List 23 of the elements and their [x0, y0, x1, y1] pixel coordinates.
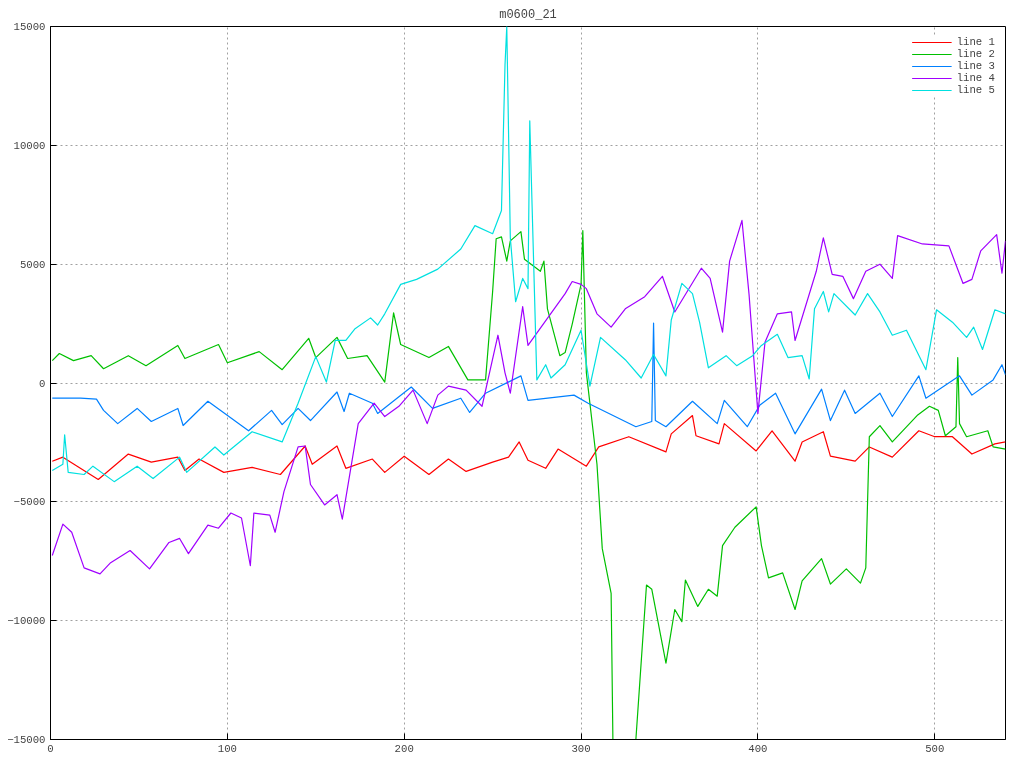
line-series — [51, 322, 1006, 435]
y-tick-label: 15000 — [13, 21, 46, 33]
line-series — [51, 26, 1006, 483]
y-tick-label: −15000 — [7, 734, 46, 746]
y-tick-label: 0 — [39, 377, 46, 390]
legend-label: line 5 — [956, 84, 995, 96]
y-tick-label: 5000 — [19, 258, 46, 271]
legend-label: line 1 — [956, 36, 995, 48]
legend-label: line 3 — [956, 60, 995, 72]
x-tick-label: 100 — [217, 742, 237, 755]
x-tick-label: 400 — [748, 742, 768, 755]
y-tick-label: 10000 — [13, 139, 46, 152]
y-tick-label: −10000 — [7, 615, 46, 628]
x-tick-label: 300 — [571, 742, 591, 755]
legend-label: line 4 — [956, 72, 995, 84]
chart-title: m0600_21 — [499, 7, 557, 22]
x-tick-label: 200 — [394, 742, 414, 755]
x-tick-label: 0 — [47, 742, 54, 755]
x-tick-label: 500 — [925, 742, 945, 755]
y-tick-label: −5000 — [13, 496, 46, 509]
line-series — [51, 414, 1006, 481]
line-series — [51, 219, 1006, 575]
legend-label: line 2 — [956, 48, 995, 60]
